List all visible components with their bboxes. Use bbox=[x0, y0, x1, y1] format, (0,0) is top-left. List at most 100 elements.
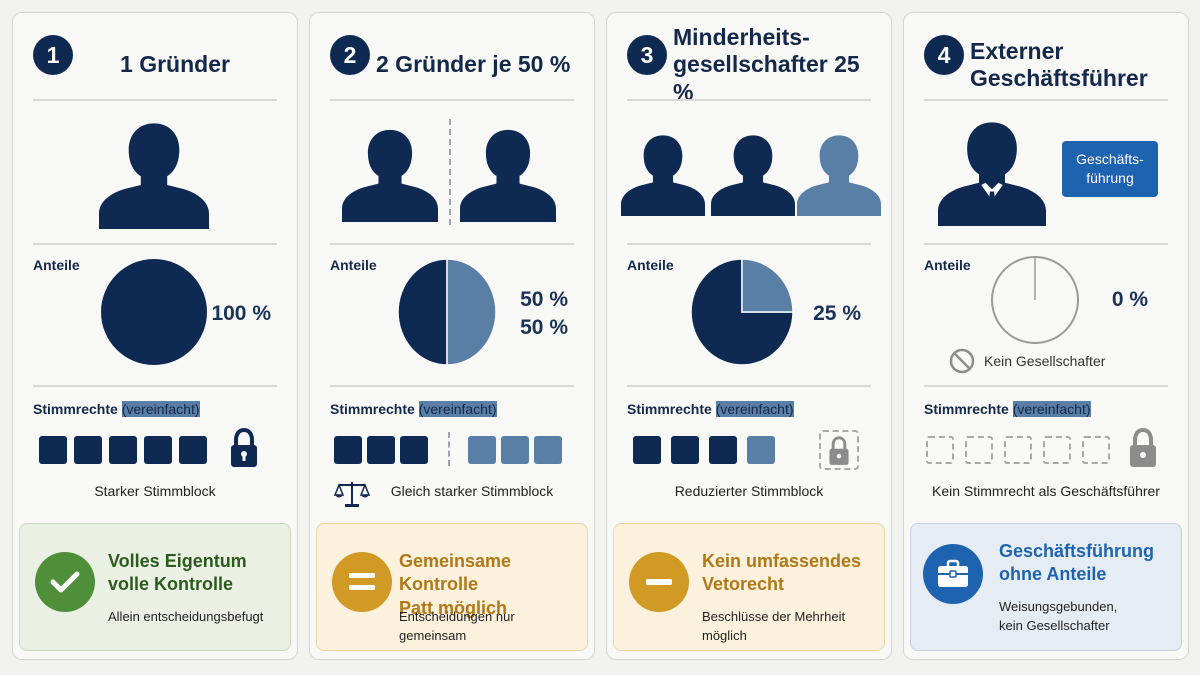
divider bbox=[627, 99, 871, 101]
voting-caption: Kein Stimmrecht als Geschäftsführer bbox=[932, 483, 1160, 499]
managing-director-badge: Geschäfts- führung bbox=[1062, 141, 1158, 197]
step-number-badge: 4 bbox=[924, 35, 964, 75]
voting-blocks bbox=[330, 428, 574, 468]
info-title: Gemeinsame Kontrolle Patt möglich bbox=[399, 551, 512, 618]
businessman-icon bbox=[938, 122, 1046, 226]
voting-blocks bbox=[924, 427, 1168, 468]
info-box: Gemeinsame Kontrolle Patt möglich Entsch… bbox=[316, 523, 588, 651]
person-icon bbox=[342, 129, 438, 222]
vote-block bbox=[534, 436, 562, 464]
divider bbox=[330, 243, 574, 245]
checkmark-icon bbox=[35, 552, 95, 612]
lock-icon bbox=[829, 436, 849, 465]
shares-percentage: 50 % bbox=[520, 288, 568, 311]
divider bbox=[924, 243, 1168, 245]
prohibited-icon bbox=[949, 348, 975, 374]
shares-pie-chart bbox=[101, 259, 207, 365]
info-title: Volles Eigentum volle Kontrolle bbox=[108, 551, 247, 595]
pie-slice bbox=[446, 258, 497, 366]
divider bbox=[33, 243, 277, 245]
vote-block-empty bbox=[1043, 436, 1071, 464]
vote-block bbox=[109, 436, 137, 464]
voting-blocks bbox=[33, 427, 277, 468]
voting-rights-label: Stimmrechte (vereinfacht) bbox=[627, 401, 794, 417]
vote-block-empty bbox=[926, 436, 954, 464]
lock-icon bbox=[1130, 427, 1156, 467]
vote-block-empty bbox=[1004, 436, 1032, 464]
separator-dashed-line bbox=[448, 432, 450, 466]
vote-block bbox=[501, 436, 529, 464]
info-box: Volles Eigentum volle Kontrolle Allein e… bbox=[19, 523, 291, 651]
card-title: Minderheits- gesellschafter 25 % bbox=[673, 24, 860, 105]
vote-block bbox=[709, 436, 737, 464]
lock-icon bbox=[231, 427, 257, 467]
divider bbox=[330, 99, 574, 101]
person-icon bbox=[621, 135, 705, 216]
card-title: 2 Gründer je 50 % bbox=[376, 51, 571, 78]
divider bbox=[924, 99, 1168, 101]
shares-label: Anteile bbox=[33, 257, 80, 273]
persons-area bbox=[310, 113, 594, 241]
persons-area: Geschäfts- führung bbox=[904, 113, 1188, 241]
step-number-badge: 1 bbox=[33, 35, 73, 75]
voting-rights-note: (vereinfacht) bbox=[121, 401, 200, 417]
voting-caption: Reduzierter Stimmblock bbox=[674, 483, 824, 499]
voting-rights-note: (vereinfacht) bbox=[715, 401, 794, 417]
pie-slice bbox=[397, 258, 448, 366]
voting-rights-label: Stimmrechte (vereinfacht) bbox=[330, 401, 497, 417]
voting-rights-label: Stimmrechte (vereinfacht) bbox=[33, 401, 200, 417]
briefcase-icon bbox=[923, 544, 983, 604]
shares-percentage: 0 % bbox=[1111, 288, 1148, 311]
voting-rights-title: Stimmrechte bbox=[924, 401, 1009, 417]
vote-block bbox=[747, 436, 775, 464]
info-title: Geschäftsführung ohne Anteile bbox=[999, 541, 1155, 585]
card-title: 1 Gründer bbox=[120, 51, 230, 78]
info-box: Kein umfassendes Vetorecht Beschlüsse de… bbox=[613, 523, 885, 651]
voting-rights-title: Stimmrechte bbox=[33, 401, 118, 417]
scale-icon bbox=[333, 482, 371, 507]
info-subtitle: Weisungsgebunden, kein Gesellschafter bbox=[999, 599, 1118, 633]
person-icon bbox=[460, 129, 556, 222]
voting-rights-label: Stimmrechte (vereinfacht) bbox=[924, 401, 1091, 417]
voting-rights-note: (vereinfacht) bbox=[418, 401, 497, 417]
no-shareholder-text: Kein Gesellschafter bbox=[984, 353, 1106, 369]
person-icon bbox=[99, 123, 209, 229]
info-subtitle: Beschlüsse der Mehrheit möglich bbox=[702, 609, 846, 643]
shares-percentage: 25 % bbox=[813, 302, 861, 325]
divider bbox=[627, 243, 871, 245]
vote-block bbox=[334, 436, 362, 464]
divider bbox=[33, 99, 277, 101]
card-minority-shareholder: 3 Minderheits- gesellschafter 25 % Antei… bbox=[606, 12, 892, 660]
voting-rights-title: Stimmrechte bbox=[330, 401, 415, 417]
shares-pie-chart bbox=[397, 258, 497, 366]
vote-block bbox=[468, 436, 496, 464]
shares-pie-chart bbox=[991, 256, 1079, 344]
step-number-badge: 3 bbox=[627, 35, 667, 75]
divider bbox=[924, 385, 1168, 387]
vote-block bbox=[39, 436, 67, 464]
vote-block bbox=[633, 436, 661, 464]
vote-block bbox=[400, 436, 428, 464]
voting-caption: Starker Stimmblock bbox=[94, 483, 216, 499]
shares-label: Anteile bbox=[627, 257, 674, 273]
vote-block bbox=[367, 436, 395, 464]
pie-slice bbox=[741, 258, 794, 313]
shares-pie-chart bbox=[690, 258, 794, 366]
separator-dashed-line bbox=[449, 119, 451, 225]
divider bbox=[627, 385, 871, 387]
persons-area bbox=[13, 113, 297, 241]
info-subtitle: Entscheidungen nur gemeinsam bbox=[399, 609, 515, 643]
vote-block-empty bbox=[965, 436, 993, 464]
voting-rights-title: Stimmrechte bbox=[627, 401, 712, 417]
vote-block bbox=[74, 436, 102, 464]
shares-label: Anteile bbox=[330, 257, 377, 273]
card-title: Externer Geschäftsführer bbox=[970, 37, 1148, 91]
vote-block bbox=[671, 436, 699, 464]
voting-caption: Gleich starker Stimmblock bbox=[390, 483, 554, 499]
vote-block bbox=[144, 436, 172, 464]
divider bbox=[33, 385, 277, 387]
shares-percentage: 100 % bbox=[211, 302, 271, 325]
person-icon bbox=[711, 135, 795, 216]
card-external-managing-director: 4 Externer Geschäftsführer Geschäfts- fü… bbox=[903, 12, 1189, 660]
divider bbox=[330, 385, 574, 387]
